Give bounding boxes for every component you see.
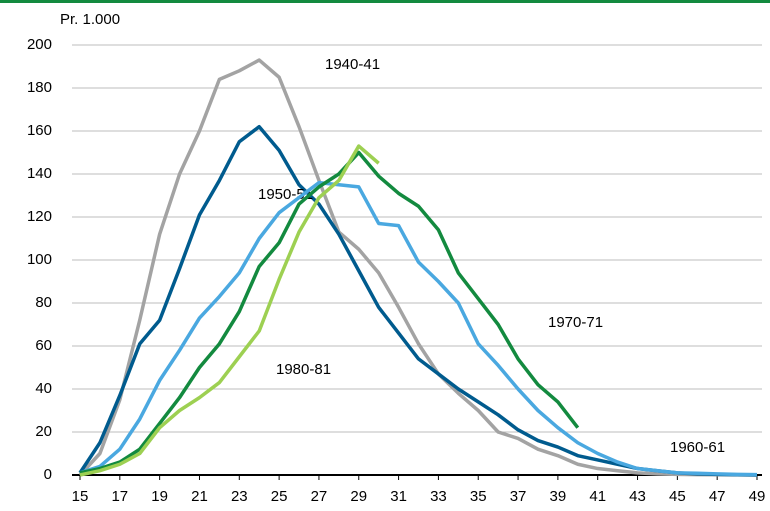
y-tick-label: 60: [35, 337, 52, 354]
x-tick-label: 21: [191, 488, 208, 505]
x-tick-label: 45: [669, 488, 686, 505]
x-tick-label: 15: [72, 488, 89, 505]
x-tick-label: 17: [111, 488, 128, 505]
x-tick-label: 31: [390, 488, 407, 505]
y-tick-label: 140: [27, 165, 52, 182]
series-label: 1970-71: [548, 314, 603, 331]
x-tick-label: 35: [470, 488, 487, 505]
series-line: [79, 150, 580, 475]
series-label: 1980-81: [276, 361, 331, 378]
x-tick-label: 25: [271, 488, 288, 505]
x-tick-label: 41: [589, 488, 606, 505]
y-tick-label: 120: [27, 208, 52, 225]
series-label: 1960-61: [670, 439, 725, 456]
y-tick-label: 200: [27, 36, 52, 53]
y-axis-label: Pr. 1.000: [60, 11, 120, 28]
series-line: [78, 58, 758, 477]
series-line: [79, 144, 380, 477]
y-tick-label: 20: [35, 423, 52, 440]
x-tick-label: 29: [350, 488, 367, 505]
y-tick-label: 100: [27, 251, 52, 268]
y-tick-label: 40: [35, 380, 52, 397]
x-tick-label: 37: [510, 488, 527, 505]
x-tick-label: 47: [709, 488, 726, 505]
y-tick-label: 0: [44, 466, 52, 483]
y-tick-label: 160: [27, 122, 52, 139]
x-tick-label: 27: [311, 488, 328, 505]
series-line: [79, 180, 758, 477]
x-tick-label: 39: [550, 488, 567, 505]
series-line: [78, 124, 758, 477]
x-tick-label: 43: [629, 488, 646, 505]
x-tick-label: 49: [749, 488, 766, 505]
x-tick-label: 33: [430, 488, 447, 505]
y-tick-label: 80: [35, 294, 52, 311]
x-tick-label: 19: [151, 488, 168, 505]
y-tick-label: 180: [27, 79, 52, 96]
series-label: 1940-41: [325, 56, 380, 73]
x-tick-label: 23: [231, 488, 248, 505]
